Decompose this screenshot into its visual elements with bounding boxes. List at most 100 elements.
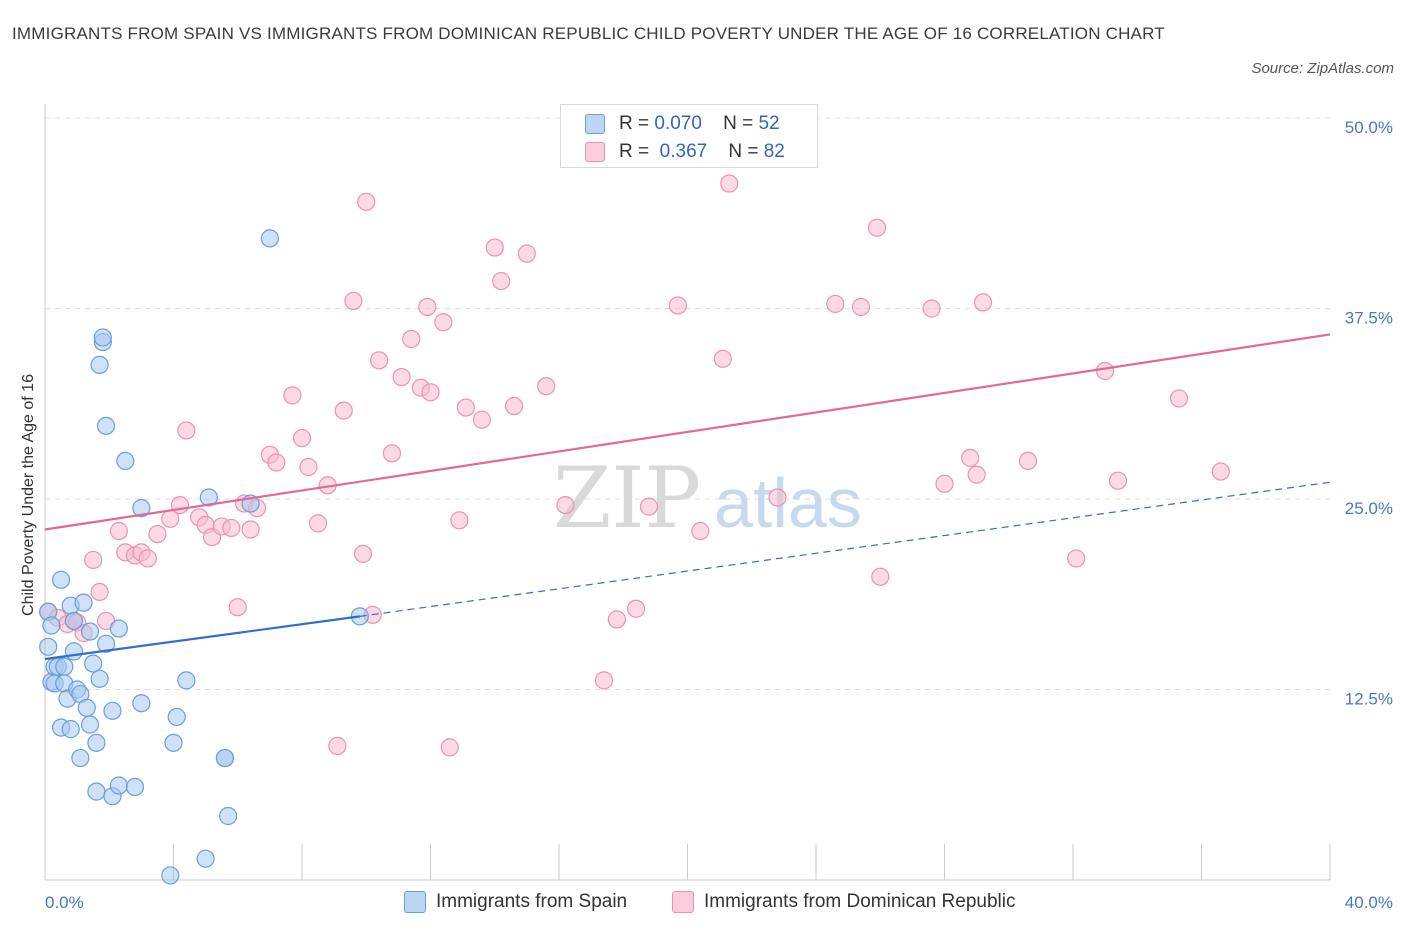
spain-point — [199, 488, 218, 507]
legend-swatch-dominican — [585, 142, 605, 162]
dominican-point — [418, 297, 437, 317]
bottom-legend-label-dominican: Immigrants from Dominican Republic — [704, 891, 1016, 912]
dominican-point — [607, 610, 626, 629]
watermark-zip: ZIP — [553, 449, 701, 547]
dominican-point — [517, 244, 536, 263]
dominican-point — [440, 738, 459, 757]
spain-trend-line — [44, 615, 360, 661]
dominican-point — [537, 377, 556, 396]
spain-point — [161, 866, 180, 885]
dominican-point — [283, 386, 302, 405]
dominican-point — [1211, 462, 1230, 481]
bottom-legend-label-spain: Immigrants from Spain — [436, 891, 628, 912]
dominican-point — [353, 544, 373, 563]
dominican-point — [504, 396, 524, 416]
legend-r-label: R = — [619, 141, 650, 162]
dominican-point — [84, 550, 103, 570]
dominican-point — [626, 599, 646, 618]
dominican-point — [450, 511, 469, 530]
legend-swatch-spain — [585, 114, 605, 134]
dominican-trend-line — [44, 333, 1331, 531]
dominican-point — [357, 192, 376, 211]
y-tick-label: 25.0% — [1345, 499, 1393, 518]
dominican-point — [334, 401, 353, 420]
spain-point — [90, 669, 109, 688]
dominican-point — [228, 598, 247, 617]
spain-point — [260, 229, 279, 248]
dominican-point — [556, 495, 575, 515]
dominican-point — [871, 567, 890, 586]
spain-point — [80, 622, 100, 641]
dominican-point — [1169, 389, 1189, 408]
series-spain-points — [39, 229, 369, 885]
dominican-point — [961, 448, 980, 467]
chart-title: IMMIGRANTS FROM SPAIN VS IMMIGRANTS FROM… — [12, 24, 1165, 43]
dominican-point — [344, 291, 363, 310]
legend-n-value-dominican: 82 — [763, 141, 785, 162]
spain-point — [55, 657, 74, 676]
legend-r-label: R = — [619, 113, 650, 134]
trend-lines — [44, 333, 1331, 661]
watermark: ZIP atlas — [553, 449, 862, 547]
bottom-legend-swatch-dominican — [672, 891, 694, 913]
spain-point — [196, 849, 215, 868]
spain-point — [64, 611, 84, 631]
dominican-point — [109, 521, 128, 541]
dominican-point — [382, 444, 402, 463]
dominican-point — [434, 313, 453, 332]
dominican-point — [485, 238, 504, 257]
spain-point — [132, 694, 151, 713]
y-tick-label: 50.0% — [1345, 118, 1393, 137]
dominican-point — [691, 521, 710, 541]
dominican-point — [456, 398, 475, 417]
dominican-point — [90, 582, 109, 602]
legend-n-value-spain: 52 — [758, 113, 780, 134]
dominican-point — [668, 296, 687, 315]
spain-point — [61, 720, 80, 739]
correlation-legend: R = 0.070 N = 52 R = 0.367 N = 82 — [560, 104, 818, 168]
dominican-point — [170, 495, 190, 515]
dominican-point — [392, 367, 411, 387]
spain-point — [109, 619, 128, 638]
dominican-point — [138, 549, 157, 568]
spain-point — [42, 616, 61, 635]
x-tick-label-max: 40.0% — [1345, 893, 1393, 912]
spain-point — [87, 733, 106, 752]
spain-point — [80, 715, 100, 734]
source-credit: Source: ZipAtlas.com — [1251, 60, 1394, 77]
spain-point — [215, 748, 234, 768]
dominican-point — [492, 271, 511, 291]
dominican-point — [299, 457, 318, 477]
spain-point — [51, 570, 71, 589]
dominican-point — [973, 293, 993, 312]
spain-point — [64, 642, 84, 661]
dominican-point — [713, 349, 732, 368]
dominican-point — [222, 518, 241, 538]
dominican-point — [935, 474, 954, 493]
spain-point — [116, 451, 135, 470]
dominican-point — [1018, 451, 1038, 470]
spain-point — [96, 634, 116, 653]
bottom-legend-swatch-spain — [404, 891, 426, 913]
dominican-point — [370, 351, 389, 370]
spain-point — [93, 328, 112, 347]
legend-n-label: N = — [728, 141, 759, 162]
dominican-point — [177, 421, 196, 440]
spain-point — [164, 733, 183, 752]
dominican-point — [720, 174, 739, 193]
dominican-point — [922, 299, 941, 318]
dominican-point — [148, 524, 167, 544]
spain-point — [125, 777, 145, 797]
dominican-point — [851, 297, 871, 317]
dominican-point — [292, 428, 312, 448]
spain-point — [177, 671, 196, 690]
dominican-point — [639, 497, 659, 516]
y-tick-label: 12.5% — [1345, 690, 1393, 709]
series-dominican-points — [39, 174, 1230, 757]
legend-r-value-dominican: 0.367 — [659, 141, 708, 162]
dominican-point — [421, 383, 440, 402]
spain-trend-extension — [359, 481, 1331, 617]
spain-point — [219, 806, 238, 826]
dominican-point — [472, 410, 491, 429]
spain-point — [87, 782, 106, 801]
